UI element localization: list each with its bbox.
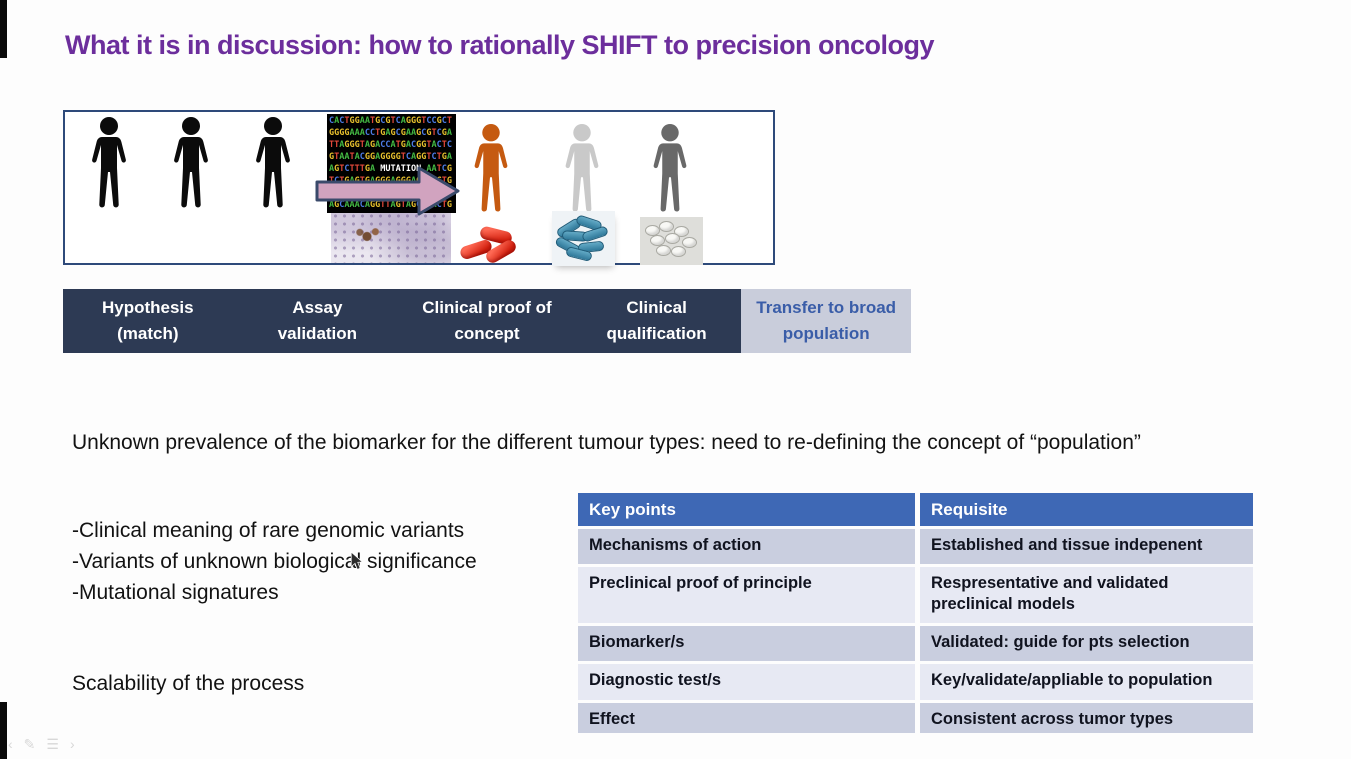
- dna-sequence-image: CACTGGAATGCGTCAGGGTCCGCT GGGGAAACCTGAGCGA…: [327, 114, 456, 213]
- mouse-cursor-icon: [350, 551, 363, 570]
- table-cell: Effect: [578, 703, 915, 733]
- scalability-note: Scalability of the process: [72, 672, 305, 695]
- table-header-requisite: Requisite: [920, 493, 1253, 526]
- table-header-key-points: Key points: [578, 493, 915, 526]
- bullet-list: -Clinical meaning of rare genomic varian…: [72, 515, 477, 608]
- table-cell: Preclinical proof of principle: [578, 567, 915, 623]
- slide-menu-button[interactable]: ☰: [46, 736, 59, 752]
- bullet-item: -Mutational signatures: [72, 581, 279, 604]
- screen-edge-mark-bottom: [0, 702, 7, 759]
- bullet-item: -Variants of unknown biological signific…: [72, 550, 477, 573]
- bullet-item: -Clinical meaning of rare genomic varian…: [72, 519, 465, 542]
- person-icon: [653, 123, 687, 212]
- blue-pills-image: [552, 211, 615, 266]
- slide-title: What it is in discussion: how to rationa…: [65, 30, 935, 60]
- pen-tool-button[interactable]: ✎: [23, 736, 36, 752]
- person-icon: [174, 117, 208, 208]
- stage-transfer-to-broad-population: Transfer to broad population: [741, 289, 911, 353]
- previous-slide-button[interactable]: ‹: [8, 736, 13, 752]
- histology-image: [331, 204, 451, 263]
- development-pipeline-bar: Hypothesis (match) Assay validation Clin…: [63, 289, 911, 353]
- screen-edge-mark-top: [0, 0, 7, 58]
- person-icon: [565, 123, 599, 212]
- stage-clinical-proof-of-concept: Clinical proof of concept: [402, 289, 572, 353]
- table-cell: Biomarker/s: [578, 626, 915, 661]
- mutation-label: MUTATION: [380, 164, 422, 174]
- person-icon: [256, 117, 290, 208]
- table-cell: Diagnostic test/s: [578, 664, 915, 700]
- statement-text: Unknown prevalence of the biomarker for …: [72, 431, 1141, 454]
- stage-assay-validation: Assay validation: [232, 289, 403, 353]
- precision-oncology-figure: CACTGGAATGCGTCAGGGTCCGCT GGGGAAACCTGAGCGA…: [63, 110, 775, 266]
- stage-clinical-qualification: Clinical qualification: [571, 289, 742, 353]
- table-cell: Respresentative and validated preclinica…: [920, 567, 1253, 623]
- red-pills-image: [458, 225, 520, 266]
- white-pills-image: [640, 217, 703, 265]
- table-cell: Validated: guide for pts selection: [920, 626, 1253, 661]
- person-icon: [92, 117, 126, 208]
- right-arrow-icon: [315, 166, 460, 216]
- table-cell: Key/validate/appliable to population: [920, 664, 1253, 700]
- next-slide-button[interactable]: ›: [69, 736, 75, 752]
- presenter-controls: ‹ ✎ ☰ ›: [8, 735, 75, 753]
- key-points-table: Key points Requisite Mechanisms of actio…: [578, 493, 1253, 733]
- table-cell: Established and tissue indepenent: [920, 529, 1253, 564]
- table-cell: Consistent across tumor types: [920, 703, 1253, 733]
- matched-person-icon: [474, 123, 508, 212]
- table-cell: Mechanisms of action: [578, 529, 915, 564]
- stage-hypothesis-match: Hypothesis (match): [63, 289, 233, 353]
